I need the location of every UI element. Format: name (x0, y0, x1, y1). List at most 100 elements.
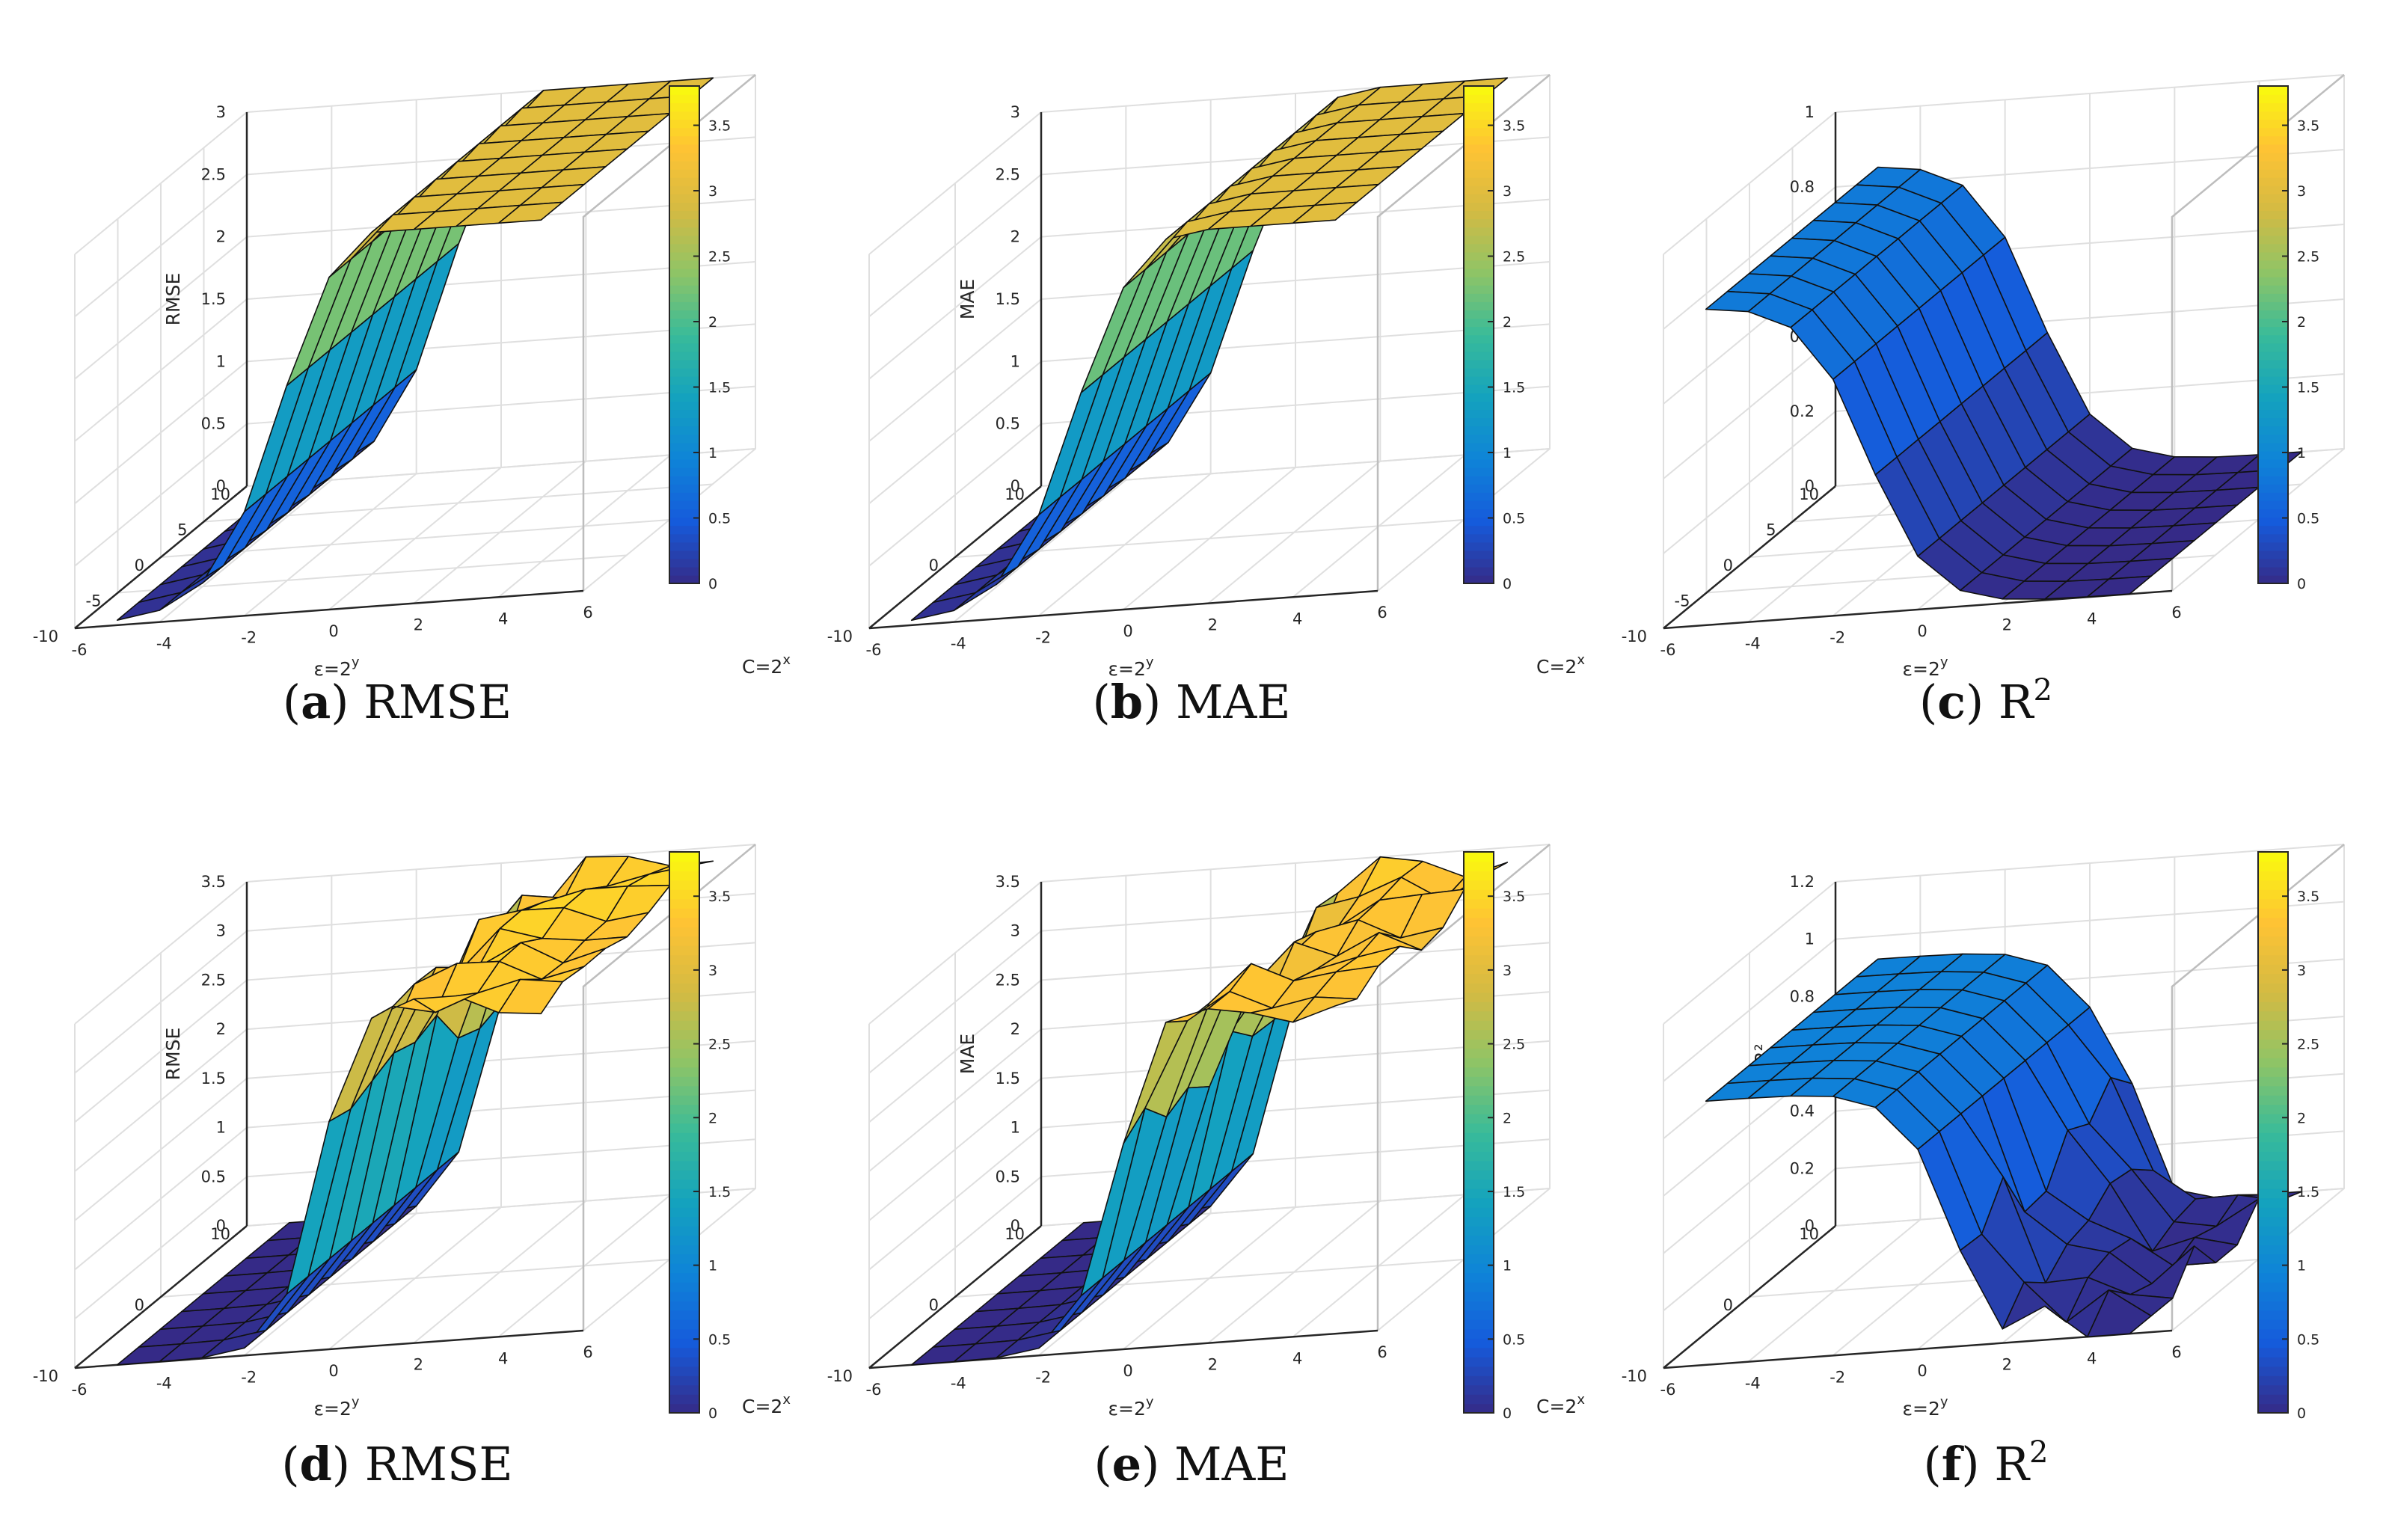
colorbar-swatch (1464, 243, 1494, 253)
colorbar-tick-label: 2 (1503, 314, 1512, 331)
colorbar-swatch (669, 1058, 699, 1068)
colorbar-swatch (669, 889, 699, 900)
colorbar-swatch (2258, 202, 2288, 212)
colorbar-swatch (2258, 310, 2288, 319)
colorbar-tick-label: 0 (2297, 576, 2306, 592)
colorbar-swatch (1464, 908, 1494, 918)
colorbar-swatch (1464, 574, 1494, 584)
colorbar: 0 0.5 1 1.5 2 2.5 3 3.5 (669, 851, 731, 1422)
colorbar-tick-label: 0.5 (1503, 511, 1525, 527)
x-tick-label: 2 (2002, 1356, 2012, 1374)
x-tick-label: 0 (1917, 622, 1927, 640)
z-gridline (1663, 74, 2345, 255)
colorbar-swatch (1464, 326, 1494, 336)
colorbar-frame (669, 85, 700, 584)
colorbar-swatch (2258, 243, 2288, 253)
colorbar-swatch (669, 1141, 699, 1152)
colorbar-swatch (669, 301, 699, 311)
colorbar-swatch (1464, 375, 1494, 385)
colorbar-swatch (2258, 1141, 2288, 1152)
colorbar-swatch (2258, 409, 2288, 419)
colorbar-swatch (669, 1188, 699, 1199)
y-axis-label-exponent: x (1577, 1392, 1585, 1408)
colorbar-swatch (669, 127, 699, 137)
colorbar-swatch (2258, 945, 2288, 956)
colorbar-tick-label: 3 (2297, 183, 2306, 200)
colorbar-swatch (1464, 301, 1494, 311)
colorbar-swatch (1464, 1347, 1494, 1358)
colorbar-swatch (669, 1366, 699, 1376)
colorbar-swatch (669, 1384, 699, 1395)
colorbar-swatch (1464, 343, 1494, 352)
colorbar-swatch (1464, 852, 1494, 862)
x-tick-label: 2 (414, 1356, 423, 1374)
colorbar-swatch (2258, 367, 2288, 377)
x-tick-label: -6 (866, 1381, 882, 1399)
z-tick-label: 0.5 (201, 415, 226, 433)
colorbar-swatch (2258, 1160, 2288, 1171)
colorbar-swatch (669, 574, 699, 584)
colorbar-swatch (1464, 1160, 1494, 1171)
colorbar-swatch (2258, 852, 2288, 862)
colorbar-tick-label: 0.5 (1503, 1331, 1525, 1348)
y-tick-label: 10 (1005, 1225, 1025, 1243)
x-tick-label: -2 (241, 628, 257, 646)
colorbar-swatch (2258, 210, 2288, 220)
colorbar-swatch (1464, 1123, 1494, 1133)
caption-f: (f) R2 (1923, 1435, 2049, 1491)
colorbar-swatch (669, 293, 699, 302)
z-tick-label: 3.5 (996, 873, 1020, 891)
colorbar-swatch (1464, 1001, 1494, 1012)
colorbar-swatch (1464, 458, 1494, 468)
colorbar-swatch (669, 566, 699, 576)
colorbar-swatch (669, 852, 699, 862)
colorbar-swatch (1464, 1020, 1494, 1031)
colorbar-swatch (2258, 119, 2288, 129)
colorbar-swatch (669, 964, 699, 975)
colorbar-swatch (2258, 417, 2288, 427)
colorbar-swatch (2258, 1263, 2288, 1274)
colorbar-swatch (669, 1235, 699, 1245)
x-tick-label: -6 (72, 641, 88, 659)
colorbar-swatch (669, 973, 699, 984)
colorbar-swatch (669, 475, 699, 485)
surface (1705, 166, 2303, 600)
colorbar-swatch (1464, 1319, 1494, 1330)
colorbar-tick-label: 0.5 (2297, 511, 2319, 527)
x-tick-label: -2 (1035, 628, 1051, 646)
colorbar-swatch (2258, 1058, 2288, 1068)
x-axis-label-exponent: y (1146, 1394, 1154, 1410)
colorbar-swatch (669, 144, 699, 153)
colorbar-swatch (669, 1272, 699, 1283)
colorbar-swatch (1464, 1328, 1494, 1339)
colorbar-swatch (1464, 1357, 1494, 1367)
z-tick-label: 1 (1805, 930, 1815, 948)
caption-b: (b) MAE (1092, 675, 1291, 729)
colorbar-swatch (669, 533, 699, 543)
z-tick-label: 2 (216, 228, 226, 246)
colorbar-tick-label: 3 (1503, 963, 1512, 979)
caption-e: (e) MAE (1094, 1437, 1289, 1491)
colorbar-swatch (1464, 185, 1494, 194)
colorbar-tick-label: 2.5 (708, 249, 731, 266)
colorbar-swatch (1464, 1029, 1494, 1040)
colorbar-tick-label: 1 (1503, 445, 1512, 461)
colorbar-swatch (1464, 1170, 1494, 1180)
colorbar-swatch (2258, 343, 2288, 352)
colorbar-swatch (2258, 1310, 2288, 1320)
surface-face (910, 1343, 976, 1366)
colorbar-swatch (669, 243, 699, 253)
z-axis-label: MAE (957, 279, 978, 319)
colorbar-swatch (1464, 135, 1494, 145)
colorbar-swatch (1464, 945, 1494, 956)
colorbar-swatch (669, 202, 699, 212)
colorbar-swatch (669, 168, 699, 178)
colorbar-swatch (1464, 434, 1494, 444)
colorbar-swatch (1464, 1338, 1494, 1349)
colorbar-swatch (2258, 285, 2288, 294)
colorbar-frame (669, 851, 700, 1414)
y-tick-label: 0 (1723, 556, 1733, 574)
colorbar-swatch (669, 1282, 699, 1292)
colorbar-frame (2257, 851, 2289, 1414)
colorbar-swatch (2258, 1123, 2288, 1133)
